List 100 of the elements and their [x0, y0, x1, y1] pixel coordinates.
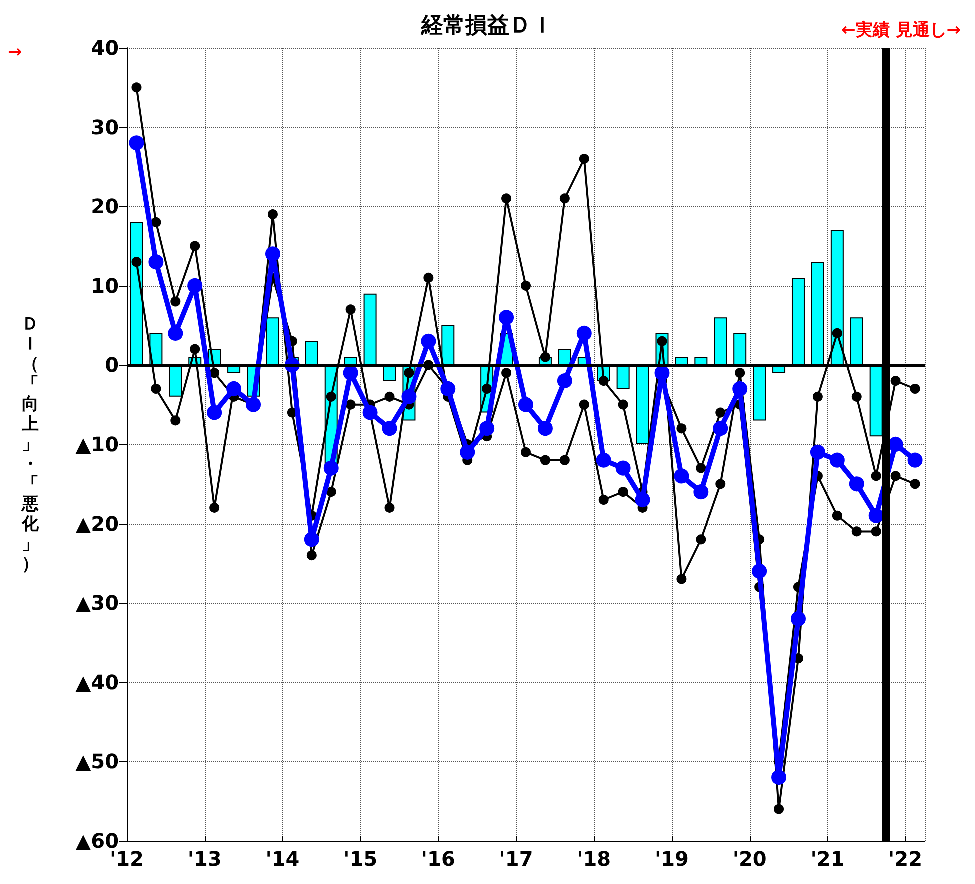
point	[346, 400, 356, 410]
point	[576, 326, 592, 341]
point	[306, 550, 317, 561]
point	[676, 424, 687, 434]
point	[346, 304, 356, 315]
point	[910, 479, 920, 490]
point	[518, 397, 534, 412]
point	[694, 484, 709, 500]
point	[521, 447, 531, 458]
y-tick-label: ▲20	[76, 512, 119, 536]
y-tick-label: ▲10	[76, 432, 119, 456]
point	[832, 510, 842, 521]
point	[871, 526, 882, 537]
point	[170, 416, 181, 426]
point	[635, 492, 650, 508]
point	[129, 136, 144, 151]
point	[810, 444, 826, 460]
point	[499, 310, 514, 326]
point	[560, 194, 570, 204]
point	[343, 366, 358, 381]
point	[676, 574, 687, 584]
x-tick-label: '14	[266, 847, 300, 871]
point	[618, 400, 628, 410]
x-tick-label: '19	[654, 847, 689, 871]
point	[151, 217, 162, 228]
point	[908, 452, 923, 468]
point	[596, 452, 612, 468]
y-tick-label: ▲40	[76, 670, 119, 694]
text: ←実績 見通し→	[842, 20, 962, 40]
point	[713, 421, 728, 436]
point	[598, 495, 609, 506]
point	[326, 487, 336, 498]
point	[521, 280, 531, 291]
point	[871, 471, 882, 482]
y-tick-label: 40	[91, 36, 119, 60]
point	[890, 471, 901, 482]
point	[188, 278, 203, 294]
y-tick-label: 0	[105, 353, 119, 378]
point	[324, 460, 339, 476]
point	[265, 246, 280, 262]
point	[812, 392, 823, 402]
point	[852, 392, 862, 402]
point	[716, 408, 726, 418]
point	[132, 82, 142, 93]
point	[616, 460, 631, 476]
point	[246, 397, 262, 412]
point	[382, 421, 398, 436]
y-tick-label: ▲30	[76, 591, 119, 616]
x-tick-label: '16	[421, 847, 456, 871]
point	[852, 526, 862, 537]
point	[326, 392, 336, 402]
chart-title: 経常損益ＤＩ	[420, 14, 554, 38]
point	[148, 254, 164, 270]
point	[210, 368, 220, 378]
point	[696, 463, 706, 474]
point	[598, 376, 609, 386]
point	[502, 368, 512, 378]
point	[716, 479, 726, 490]
point	[888, 437, 904, 452]
point	[696, 534, 706, 545]
point	[579, 400, 590, 410]
point	[460, 444, 476, 460]
point	[732, 381, 748, 396]
point	[404, 368, 414, 378]
point	[868, 508, 884, 524]
x-tick-label: '21	[810, 847, 845, 871]
point	[791, 611, 806, 626]
point	[830, 452, 845, 468]
point	[132, 257, 142, 268]
point	[540, 352, 550, 362]
point	[304, 532, 320, 548]
point	[538, 421, 553, 436]
point	[207, 405, 222, 420]
point	[226, 381, 242, 396]
point	[480, 421, 495, 436]
point	[735, 368, 746, 378]
y-tick-label: 20	[91, 194, 119, 219]
point	[384, 392, 395, 402]
point	[654, 366, 670, 381]
point	[752, 564, 768, 579]
point	[560, 455, 570, 466]
point	[910, 384, 920, 394]
point	[384, 502, 395, 513]
point	[849, 476, 864, 492]
point	[168, 326, 184, 341]
point	[579, 154, 590, 164]
text: ＤＩ（「向上」・「悪化」）	[22, 314, 39, 574]
point	[362, 405, 378, 420]
x-tick-label: '20	[732, 847, 767, 871]
point	[557, 374, 572, 389]
y-tick-label: 10	[91, 274, 119, 298]
y-tick-label: 30	[91, 115, 119, 140]
point	[210, 502, 220, 513]
point	[890, 376, 901, 386]
point	[268, 210, 278, 220]
point	[170, 296, 181, 307]
x-tick-label: '18	[577, 847, 612, 871]
y-tick-label: ▲50	[76, 750, 119, 774]
text: →	[8, 42, 22, 62]
point	[402, 389, 417, 404]
